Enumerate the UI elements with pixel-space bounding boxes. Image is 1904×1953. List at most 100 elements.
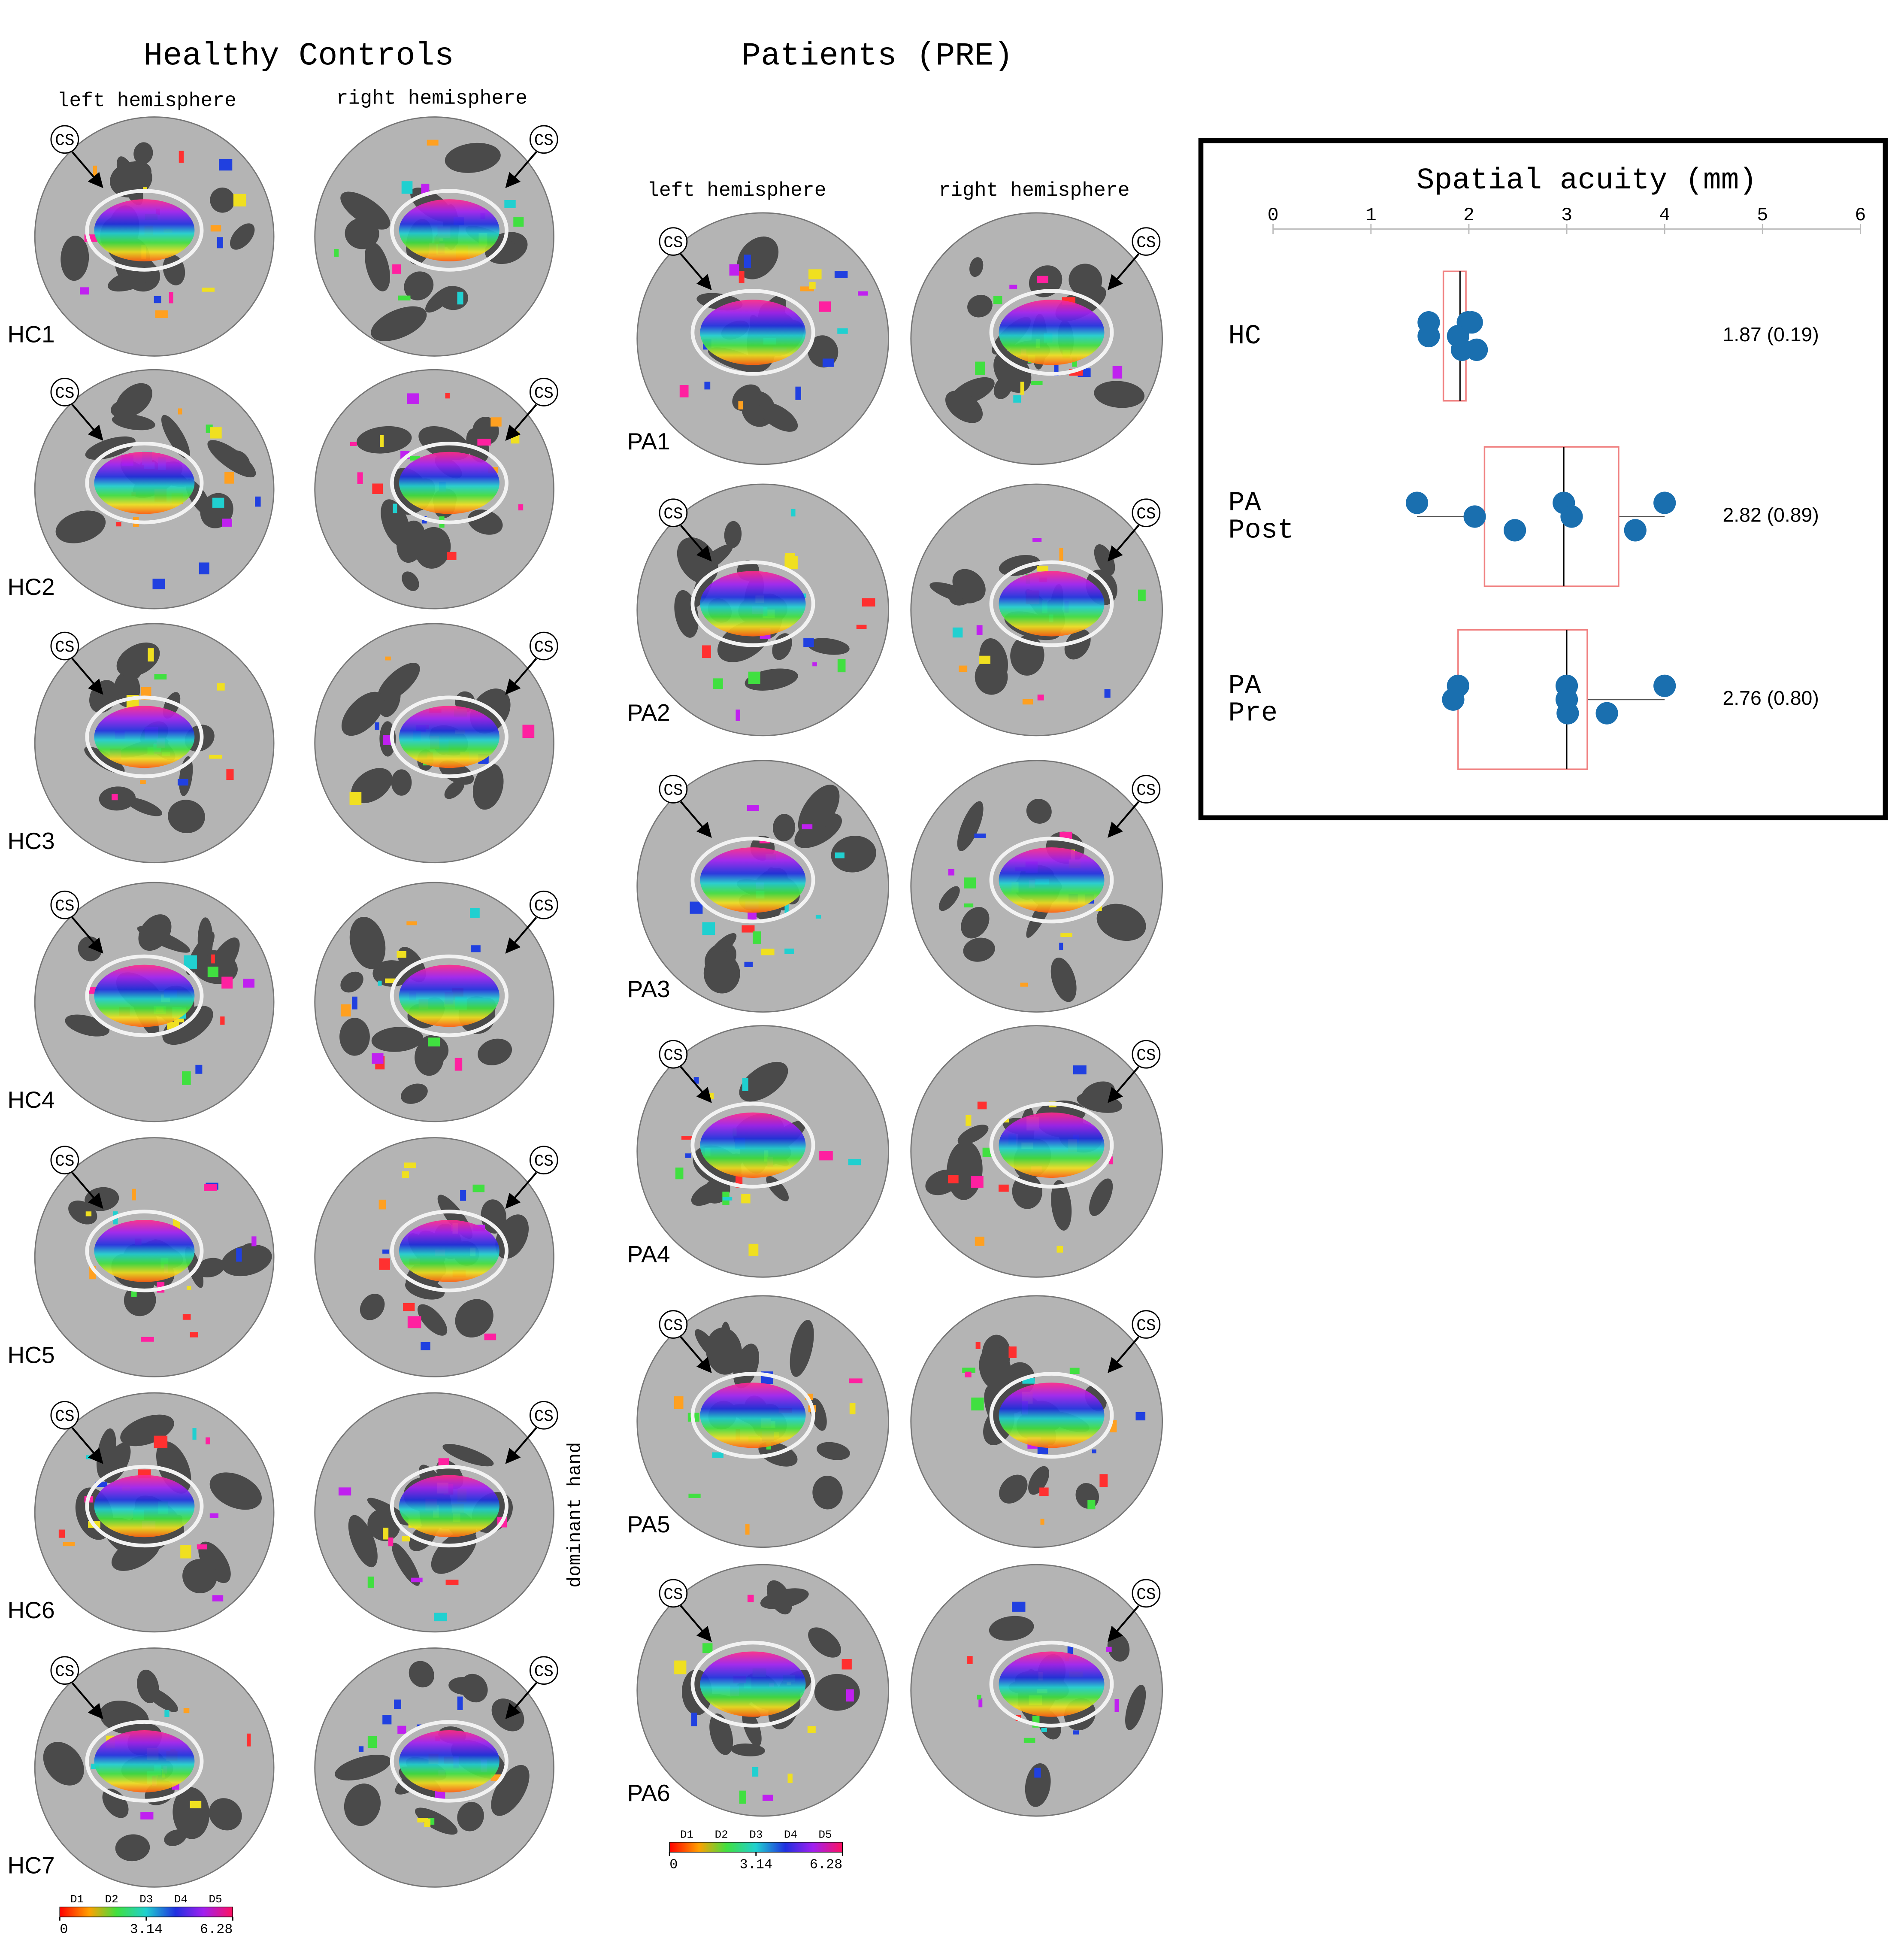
sulcus xyxy=(162,1005,213,1045)
activation-patch xyxy=(375,722,379,730)
sulcus xyxy=(182,1559,218,1594)
roi-outline xyxy=(85,441,204,525)
activation-patch xyxy=(80,287,89,295)
activation-patch xyxy=(1039,1487,1049,1496)
data-point xyxy=(1447,324,1469,348)
activation-patch xyxy=(834,271,848,278)
value-label: 2.76 (0.80) xyxy=(1723,687,1819,709)
sulcus xyxy=(457,1801,484,1832)
activation-patch xyxy=(1095,906,1102,911)
activation-patch xyxy=(862,598,875,607)
data-point xyxy=(1460,311,1483,334)
subject-label: PA4 xyxy=(627,1241,670,1268)
finger-map xyxy=(399,1475,499,1538)
activation-patch xyxy=(1087,1500,1096,1510)
sulcus xyxy=(812,1475,843,1510)
cs-label: CS xyxy=(663,1047,683,1065)
activation-patch xyxy=(835,852,845,858)
activation-patch xyxy=(975,1237,985,1246)
activation-patch xyxy=(154,674,167,680)
activation-patch xyxy=(434,1613,447,1622)
finger-map xyxy=(999,1112,1105,1178)
finger-map xyxy=(94,199,195,261)
activation-patch xyxy=(842,1659,852,1670)
activation-patch xyxy=(243,979,255,988)
activation-patch xyxy=(993,296,1002,304)
activation-patch xyxy=(693,1077,699,1084)
activation-patch xyxy=(112,794,118,801)
sulcus xyxy=(817,1442,850,1460)
activation-patch xyxy=(753,931,761,944)
data-point xyxy=(1555,688,1578,711)
cs-badge xyxy=(529,631,558,661)
activation-patch xyxy=(192,1428,197,1440)
data-point xyxy=(1405,491,1429,514)
activation-patch xyxy=(251,1236,257,1246)
sulcus xyxy=(481,1199,507,1234)
cs-badge xyxy=(50,378,79,406)
colorbar-tick-label: 3.14 xyxy=(130,1921,163,1937)
activation-patch xyxy=(367,1736,377,1748)
activation-patch xyxy=(398,295,411,300)
group-title: Healthy Controls xyxy=(143,37,454,74)
cs-badge xyxy=(529,1146,558,1175)
activation-patch xyxy=(819,301,831,312)
subject-label: PA5 xyxy=(627,1511,670,1538)
sulcus xyxy=(161,415,190,459)
activation-patch xyxy=(447,552,457,560)
cs-label: CS xyxy=(534,1153,554,1171)
sulcus xyxy=(1094,381,1145,408)
colorbar xyxy=(669,1842,843,1853)
activation-patch xyxy=(169,292,173,303)
sulcus xyxy=(371,306,427,341)
sulcus xyxy=(196,1258,225,1277)
activation-patch xyxy=(752,1767,759,1777)
activation-patch xyxy=(372,1053,384,1064)
activation-patch xyxy=(1109,1156,1114,1165)
activation-patch xyxy=(1023,1738,1035,1743)
sulcus xyxy=(989,1616,1034,1641)
activation-patch xyxy=(761,949,775,955)
activation-patch xyxy=(974,833,986,838)
activation-patch xyxy=(729,264,739,276)
activation-patch xyxy=(178,408,182,415)
activation-patch xyxy=(1013,395,1021,403)
sulcus xyxy=(112,414,155,431)
roi-outline xyxy=(690,289,815,376)
sulcus xyxy=(85,436,136,460)
finger-map xyxy=(399,1730,499,1792)
activation-patch xyxy=(1072,357,1077,367)
activation-patch xyxy=(1067,1646,1073,1654)
sulcus xyxy=(693,544,733,575)
activation-patch xyxy=(209,755,222,759)
activation-patch xyxy=(154,1435,168,1448)
cs-badge xyxy=(50,125,79,154)
activation-patch xyxy=(849,1378,863,1383)
category-label: HC xyxy=(1228,321,1261,352)
finger-map xyxy=(399,199,499,261)
sulcus xyxy=(1069,264,1102,297)
activation-patch xyxy=(1073,1065,1087,1075)
value-label: 2.82 (0.89) xyxy=(1723,504,1819,526)
colorbar-digit: D3 xyxy=(139,1893,153,1906)
sulcus xyxy=(979,1346,1011,1390)
finger-map xyxy=(94,1475,195,1538)
sulcus xyxy=(445,143,501,173)
sulcus xyxy=(43,1742,84,1786)
roi-outline xyxy=(85,1720,204,1803)
roi-outline xyxy=(390,695,509,778)
colorbar-digit: D3 xyxy=(749,1828,763,1841)
activation-patch xyxy=(58,1529,65,1538)
sulcus xyxy=(1028,1466,1050,1495)
finger-map xyxy=(700,571,806,637)
finger-map xyxy=(700,1112,806,1178)
roi-outline xyxy=(690,1641,815,1728)
cs-label: CS xyxy=(55,898,74,916)
sulcus xyxy=(344,1783,381,1826)
cs-arrow xyxy=(505,151,537,188)
sulcus xyxy=(391,1543,420,1586)
sulcus xyxy=(349,916,386,969)
x-tick-label: 0 xyxy=(1268,205,1279,226)
activation-patch xyxy=(221,976,233,989)
